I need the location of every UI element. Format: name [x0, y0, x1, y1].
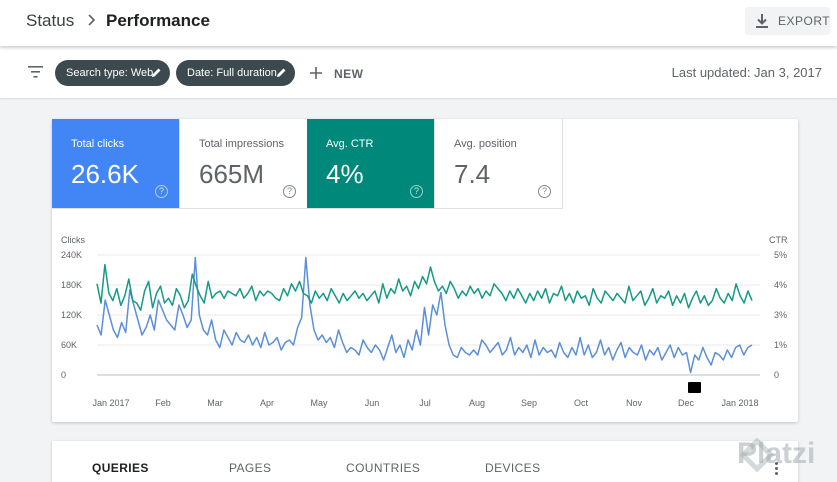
help-icon[interactable]: ?	[538, 185, 551, 198]
chart-series	[96, 256, 753, 374]
left-tick-label: 120K	[61, 310, 82, 320]
mouse-cursor	[688, 382, 701, 393]
download-icon	[756, 14, 768, 28]
x-tick-label: Sep	[521, 398, 537, 408]
x-tick-label: Jan 2017	[92, 398, 129, 408]
watermark-text: Platzi	[737, 437, 816, 470]
plus-icon	[310, 67, 322, 79]
platzi-logo-icon	[739, 437, 775, 473]
x-tick-label: Jul	[419, 398, 431, 408]
top-app-bar: Status Performance EXPORT	[0, 0, 837, 46]
metric-avg-ctr[interactable]: Avg. CTR 4% ?	[307, 119, 435, 209]
date-chip[interactable]: Date: Full duration	[176, 60, 295, 86]
x-tick-label: Jun	[365, 398, 380, 408]
tab-queries[interactable]: QUERIES	[92, 461, 149, 475]
tab-devices[interactable]: DEVICES	[485, 461, 541, 475]
pencil-icon	[277, 68, 286, 77]
export-label: EXPORT	[778, 14, 831, 28]
chevron-right-icon	[88, 14, 96, 26]
left-axis-label: Clicks	[61, 235, 85, 245]
right-axis-ticks: 5% 4% 3% 1% 0	[774, 250, 787, 380]
search-type-chip-label: Search type: Web	[66, 67, 154, 79]
tab-pages[interactable]: PAGES	[229, 461, 272, 475]
breadcrumb-status[interactable]: Status	[26, 11, 75, 30]
series-line-clicks	[96, 256, 753, 374]
filter-bar: Search type: Web Date: Full duration NEW…	[0, 46, 837, 98]
metric-value: 7.4	[454, 159, 491, 189]
x-tick-label: Feb	[155, 398, 171, 408]
metric-value: 665M	[199, 159, 265, 189]
x-tick-label: Nov	[626, 398, 643, 408]
performance-card: Total clicks 26.6K ? Total impressions 6…	[52, 119, 798, 422]
help-icon[interactable]: ?	[410, 185, 423, 198]
x-tick-label: Jan 2018	[721, 398, 758, 408]
left-axis-ticks: 240K 180K 120K 60K 0	[61, 250, 82, 380]
right-tick-label: 0	[774, 370, 779, 380]
metric-total-clicks[interactable]: Total clicks 26.6K ?	[52, 119, 180, 209]
tab-countries[interactable]: COUNTRIES	[346, 461, 421, 475]
x-tick-label: Dec	[678, 398, 695, 408]
search-type-chip[interactable]: Search type: Web	[55, 60, 170, 86]
pencil-icon	[152, 68, 161, 77]
page-title: Performance	[106, 11, 210, 30]
export-button[interactable]: EXPORT	[745, 7, 830, 35]
right-axis-label: CTR	[769, 235, 788, 245]
dimension-tabs: QUERIES PAGES COUNTRIES DEVICES	[52, 441, 798, 482]
help-icon[interactable]: ?	[155, 185, 168, 198]
metric-label: Avg. position	[454, 138, 517, 150]
metric-label: Total impressions	[199, 138, 284, 150]
filter-icon[interactable]	[28, 66, 43, 78]
help-icon[interactable]: ?	[283, 185, 296, 198]
right-tick-label: 4%	[774, 280, 787, 290]
x-tick-label: May	[310, 398, 328, 408]
right-tick-label: 5%	[774, 250, 787, 260]
metric-label: Total clicks	[71, 138, 125, 150]
new-filter-label: NEW	[334, 67, 364, 81]
left-tick-label: 0	[61, 370, 66, 380]
more-vert-icon[interactable]	[775, 462, 779, 477]
metric-label: Avg. CTR	[326, 138, 374, 150]
x-tick-label: Oct	[574, 398, 589, 408]
right-tick-label: 1%	[774, 340, 787, 350]
metric-value: 26.6K	[71, 159, 139, 189]
right-tick-label: 3%	[774, 310, 787, 320]
metric-avg-position[interactable]: Avg. position 7.4 ?	[435, 119, 563, 209]
last-updated-text: Last updated: Jan 3, 2017	[671, 65, 822, 80]
x-tick-label: Mar	[207, 398, 223, 408]
metric-value: 4%	[326, 159, 364, 189]
left-tick-label: 60K	[61, 340, 77, 350]
series-line-ctr	[96, 263, 753, 311]
x-tick-label: Apr	[260, 398, 274, 408]
date-chip-label: Date: Full duration	[187, 67, 277, 79]
x-axis-ticks: Jan 2017 Feb Mar Apr May Jun Jul Aug Sep Oct Nov De…	[92, 398, 758, 408]
performance-chart[interactable]: Clicks CTR 240K 180K 120K 60K 0 5% 4% 3% 1% 0 Ja…	[52, 119, 798, 422]
left-tick-label: 180K	[61, 280, 82, 290]
x-tick-label: Aug	[469, 398, 485, 408]
left-tick-label: 240K	[61, 250, 82, 260]
